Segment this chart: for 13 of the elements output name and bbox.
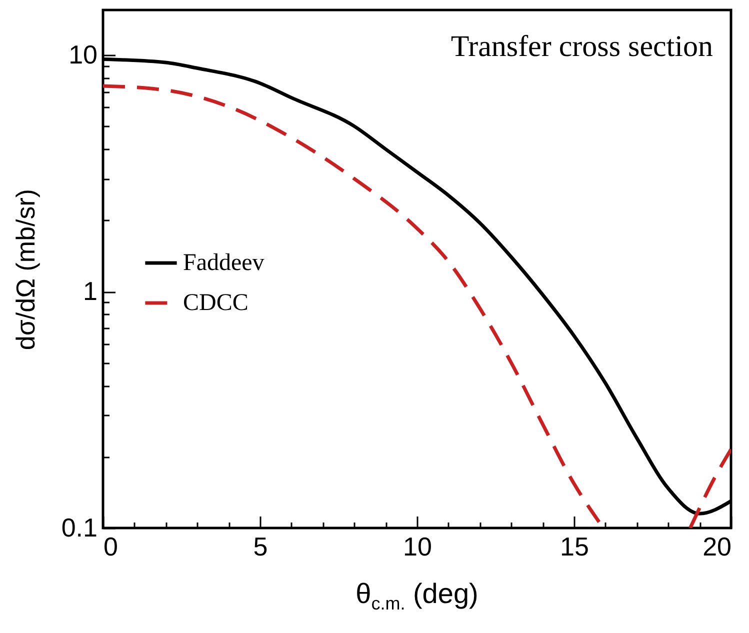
y-tick-label: 10 [68,40,98,70]
y-axis-title: dσ/dΩ (mb/sr) [10,188,40,350]
x-tick-label: 0 [104,532,118,562]
x-tick-label: 15 [560,532,589,562]
y-tick-label: 1 [83,276,98,306]
x-tick-label: 10 [403,532,432,562]
legend-label: CDCC [183,290,248,316]
x-axis-title: θ$_{c.m.}$ (deg) [354,578,480,615]
x-tick-label: 20 [702,532,732,562]
y-tick-label: 0.1 [61,512,98,542]
annotation: Transfer cross section [450,30,713,63]
legend-label: Faddeev [183,250,264,276]
x-tick-label: 5 [253,532,268,562]
